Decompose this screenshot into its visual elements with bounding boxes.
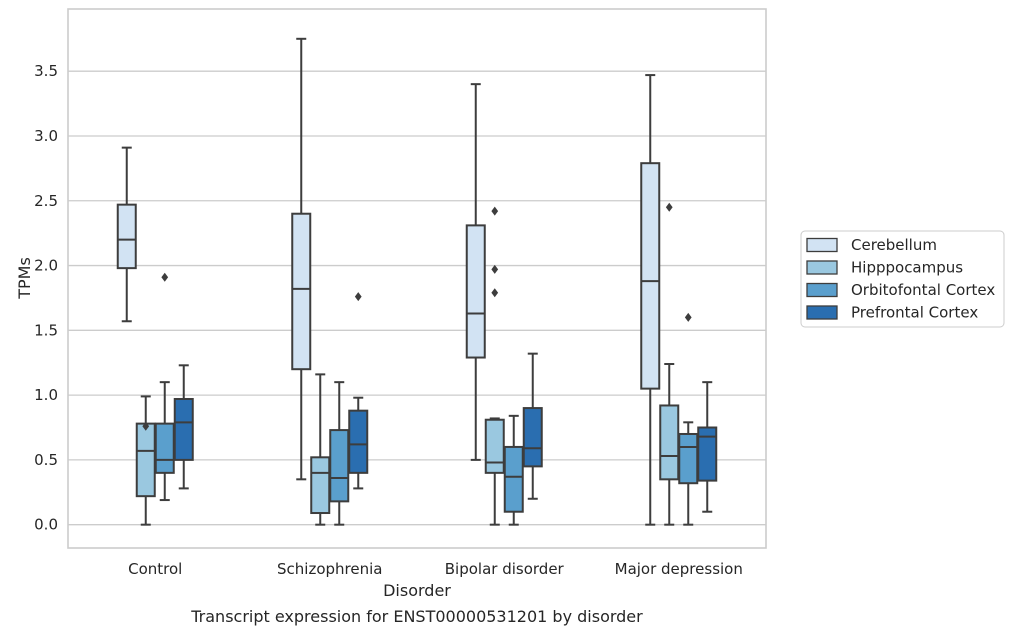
boxes <box>116 37 718 526</box>
legend-swatch <box>806 237 838 253</box>
outlier-point <box>491 206 499 216</box>
box-iqr <box>503 445 524 513</box>
box-iqr <box>154 422 175 474</box>
box-iqr <box>484 418 505 474</box>
box-iqr <box>291 212 312 371</box>
box-3-3 <box>697 381 718 513</box>
outlier-point <box>491 264 499 274</box>
y-tick-label: 3.0 <box>34 127 58 145</box>
legend-label: Cerebellum <box>851 236 937 254</box>
x-tick-labels: Control Schizophrenia Bipolar disorder Majo… <box>128 560 743 578</box>
legend-item: Orbitofontal Cortex <box>806 281 995 299</box>
box-iqr <box>697 426 718 482</box>
x-axis-label: Disorder <box>383 581 451 600</box>
y-tick-label: 1.0 <box>34 386 58 404</box>
plot-frame <box>67 8 767 549</box>
y-tick-label: 3.5 <box>34 62 58 80</box>
box-iqr <box>465 224 486 359</box>
outlier-point <box>491 288 499 298</box>
outlier-point <box>142 421 150 431</box>
outlier-point <box>665 202 673 212</box>
box-iqr <box>116 203 137 270</box>
y-tick-label: 2.5 <box>34 192 58 210</box>
legend-label: Orbitofontal Cortex <box>851 281 995 299</box>
box-2-3 <box>522 352 543 500</box>
box-0-3 <box>173 364 194 490</box>
box-0-1 <box>135 395 156 526</box>
box-2-1 <box>484 206 505 526</box>
y-tick-label: 1.5 <box>34 321 58 339</box>
figure-caption: Transcript expression for ENST0000053120… <box>190 607 643 626</box>
box-iqr <box>329 429 350 503</box>
box-1-0 <box>291 37 312 481</box>
legend-item: Hipppocampus <box>806 259 963 277</box>
box-iqr <box>173 397 194 461</box>
box-iqr <box>135 422 156 498</box>
legend: Cerebellum Hipppocampus Orbitofontal Corte… <box>800 230 1005 328</box>
legend-swatch <box>806 260 838 275</box>
y-tick-label: 2.0 <box>34 257 58 275</box>
outlier-point <box>354 292 362 302</box>
y-tick-label: 0.0 <box>34 516 58 534</box>
outlier-point <box>161 272 169 282</box>
box-2-2 <box>503 414 524 526</box>
box-iqr <box>348 409 369 474</box>
box-1-1 <box>310 373 331 526</box>
x-tick-label: Schizophrenia <box>277 560 382 578</box>
box-iqr <box>522 407 543 468</box>
box-2-0 <box>465 83 486 461</box>
legend-label: Hipppocampus <box>851 259 963 277</box>
box-1-3 <box>348 292 369 490</box>
box-3-0 <box>640 74 661 526</box>
box-0-2 <box>154 272 175 502</box>
box-iqr <box>678 432 699 485</box>
legend-label: Prefrontal Cortex <box>851 304 978 322</box>
x-tick-label: Control <box>128 560 182 578</box>
outlier-point <box>684 312 692 322</box>
box-iqr <box>310 456 331 515</box>
legend-frame <box>800 230 1005 328</box>
box-0-0 <box>116 146 137 323</box>
legend-swatch <box>806 305 838 320</box>
x-tick-label: Bipolar disorder <box>445 560 565 578</box>
x-tick-label: Major depression <box>615 560 743 578</box>
legend-item: Cerebellum <box>806 236 937 254</box>
y-tick-label: 0.5 <box>34 451 58 469</box>
box-iqr <box>659 404 680 481</box>
box-iqr <box>640 162 661 390</box>
legend-item: Prefrontal Cortex <box>806 304 978 322</box>
y-axis-label: TPMs <box>15 257 34 300</box>
legend-swatch <box>806 282 838 298</box>
y-tick-labels: 0.0 0.5 1.0 1.5 2.0 2.5 3.0 3.5 <box>34 62 58 533</box>
